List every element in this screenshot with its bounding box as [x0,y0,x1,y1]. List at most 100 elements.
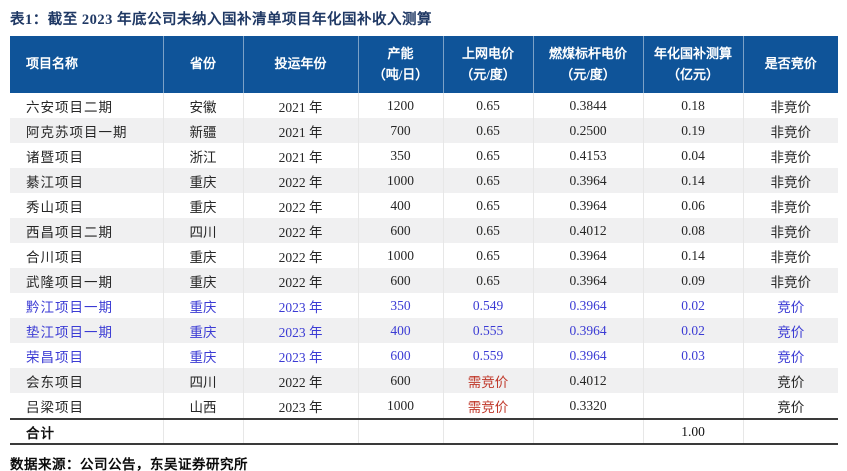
cell-subsidy: 0.04 [642,143,743,168]
cell-province: 安徽 [162,93,243,118]
cell-province: 重庆 [162,293,243,318]
header-label: 年化国补测算 [653,46,732,62]
cell-year: 2021 年 [242,93,358,118]
cell-bidding: 非竞价 [742,168,838,193]
cell-capacity: 350 [357,293,443,318]
cell-name: 秀山项目 [26,199,84,215]
cell-name: 西昌项目二期 [10,218,163,243]
table-row: 阿克苏项目一期 新疆 2021 年 700 0.65 0.2500 0.19 非竞价 [10,118,838,143]
cell-bidding: 竞价 [742,293,838,318]
cell-coal: 0.3964 [532,343,643,368]
cell-price: 0.65 [442,268,533,293]
cell-capacity: 1000 [357,243,443,268]
cell-province: 新疆 [162,118,243,143]
cell-subsidy: 0.02 [642,293,743,318]
table-row: 秀山项目 重庆 2022 年 400 0.65 0.3964 0.06 非竞价 [10,193,838,218]
header-row: 项目名称 省份 投运年份 产能 （吨/日） 上网电价 （元/度） 燃煤标杆电价 （元/度） 年化国… [10,36,838,93]
header-cell-coal: 燃煤标杆电价 （元/度） [532,36,643,93]
cell-year: 2023 年 [242,293,358,318]
total-empty-cell [242,418,358,445]
cell-province: 山西 [162,393,243,419]
cell-subsidy: 0.06 [642,193,743,218]
cell-bidding: 非竞价 [742,243,838,268]
cell-year: 2022 年 [242,243,358,268]
cell-bidding: 非竞价 [742,218,838,243]
cell-province: 浙江 [162,143,243,168]
header-label: 省份 [189,56,216,72]
cell-coal: 0.3964 [532,293,643,318]
cell-name: 合川项目 [26,249,84,265]
cell-coal: 0.3964 [532,243,643,268]
cell-price: 需竞价 [442,368,533,393]
cell-province: 重庆 [162,318,243,343]
total-empty-cell [357,418,443,445]
cell-price: 0.65 [442,193,533,218]
cell-name: 綦江项目 [10,168,163,193]
cell-capacity: 700 [357,118,443,143]
cell-subsidy: 0.18 [642,93,743,118]
total-empty-cell [742,418,838,445]
cell-year: 2023 年 [242,393,358,419]
table-row: 西昌项目二期 四川 2022 年 600 0.65 0.4012 0.08 非竞价 [10,218,838,243]
cell-subsidy: 0.14 [642,243,743,268]
cell-price: 0.65 [442,243,533,268]
cell-coal: 0.3964 [532,168,643,193]
header-cell-province: 省份 [162,36,243,93]
header-label: 燃煤标杆电价 [548,46,627,62]
cell-price: 0.65 [442,118,533,143]
header-unit-label: （吨/日） [372,66,429,82]
cell-subsidy [642,393,743,419]
table-row: 荣昌项目 重庆 2023 年 600 0.559 0.3964 0.03 竞价 [10,343,838,368]
cell-bidding: 非竞价 [742,193,838,218]
cell-coal: 0.4012 [532,368,643,393]
cell-year: 2022 年 [242,168,358,193]
total-empty-cell [162,418,243,445]
cell-coal: 0.4012 [532,218,643,243]
table-row: 会东项目 四川 2022 年 600 需竞价 0.4012 竞价 [10,368,838,393]
cell-year: 2022 年 [242,268,358,293]
cell-capacity: 1000 [357,168,443,193]
cell-coal: 0.4153 [532,143,643,168]
header-unit-label: （元/度） [560,66,616,82]
header-label: 上网电价 [461,46,514,62]
cell-province: 重庆 [162,243,243,268]
cell-year: 2022 年 [242,368,358,393]
cell-year: 2021 年 [242,143,358,168]
cell-subsidy [642,368,743,393]
cell-coal: 0.2500 [532,118,643,143]
cell-year: 2023 年 [242,343,358,368]
cell-capacity: 600 [357,368,443,393]
cell-subsidy: 0.03 [642,343,743,368]
cell-coal: 0.3964 [532,193,643,218]
source-note: 数据来源：公司公告，东吴证券研究所 [10,457,248,471]
total-subsidy-value: 1.00 [642,418,743,445]
table-row: 垫江项目一期 重庆 2023 年 400 0.555 0.3964 0.02 竞价 [10,318,838,343]
table-row: 武隆项目一期 重庆 2022 年 600 0.65 0.3964 0.09 非竞价 [10,268,838,293]
cell-price: 需竞价 [442,393,533,419]
cell-name: 诸暨项目 [26,149,84,165]
cell-subsidy: 0.14 [642,168,743,193]
cell-province: 重庆 [162,168,243,193]
table-row: 吕梁项目 山西 2023 年 1000 需竞价 0.3320 竞价 [10,393,838,419]
cell-subsidy: 0.02 [642,318,743,343]
cell-bidding: 非竞价 [742,118,838,143]
cell-price: 0.65 [442,218,533,243]
cell-province: 重庆 [162,193,243,218]
header-cell-price: 上网电价 （元/度） [442,36,533,93]
header-label: 项目名称 [26,56,79,72]
header-label: 是否竞价 [764,56,817,72]
table-row: 綦江项目 重庆 2022 年 1000 0.65 0.3964 0.14 非竞价 [10,168,838,193]
cell-year: 2023 年 [242,318,358,343]
header-unit-label: （亿元） [666,66,719,82]
cell-name: 荣昌项目 [26,349,84,365]
cell-coal: 0.3320 [532,393,643,419]
header-cell-name: 项目名称 [10,36,163,93]
cell-coal: 0.3844 [532,93,643,118]
cell-bidding: 非竞价 [742,268,838,293]
header-unit-label: （元/度） [460,66,516,82]
header-label: 产能 [387,46,414,62]
cell-year: 2021 年 [242,118,358,143]
header-cell-bidding: 是否竞价 [742,36,838,93]
cell-name: 会东项目 [10,368,163,393]
